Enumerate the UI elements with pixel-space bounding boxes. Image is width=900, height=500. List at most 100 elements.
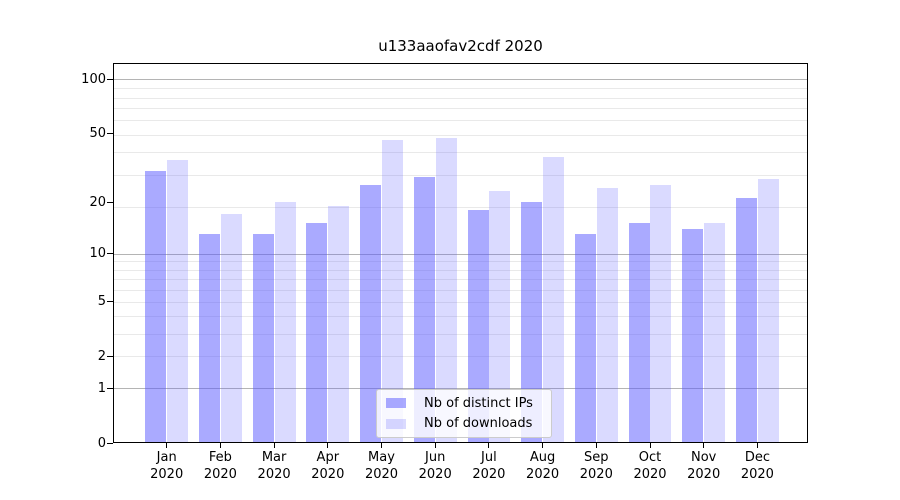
- bar-downloads-jan: [167, 159, 189, 442]
- x-tick-year: 2020: [418, 466, 452, 482]
- bar-distinct-ips-aug: [521, 202, 543, 442]
- x-tick-month: Apr: [316, 450, 340, 465]
- x-tick-mark: [166, 443, 168, 448]
- x-tick-year: 2020: [257, 466, 291, 482]
- bar-distinct-ips-jul: [467, 209, 489, 442]
- x-tick-year: 2020: [472, 466, 506, 482]
- x-tick-mark: [756, 443, 758, 448]
- x-tick-year: 2020: [364, 466, 399, 482]
- x-tick-year: 2020: [740, 466, 774, 482]
- y-tick-mark: [107, 387, 113, 389]
- x-tick-mark: [434, 443, 436, 448]
- y-tick-mark: [107, 78, 113, 80]
- x-tick-year: 2020: [633, 466, 667, 482]
- bar-distinct-ips-sep: [574, 233, 596, 442]
- gridline-minor: [114, 269, 807, 271]
- gridline-minor: [114, 279, 807, 281]
- x-tick-month: Nov: [691, 450, 717, 465]
- gridline-minor: [114, 356, 807, 358]
- x-tick-year: 2020: [526, 466, 560, 482]
- x-tick-year: 2020: [687, 466, 721, 482]
- gridline-minor: [114, 174, 807, 176]
- x-tick-mark: [595, 443, 597, 448]
- x-tick-label: Feb 2020: [188, 450, 252, 483]
- y-tick-label: 5: [97, 294, 106, 310]
- x-tick-label: Jul 2020: [457, 450, 521, 483]
- bar-distinct-ips-may: [360, 185, 382, 442]
- bar-downloads-jul: [489, 191, 511, 442]
- x-tick-label: Oct 2020: [618, 450, 682, 483]
- plot-area: [113, 63, 808, 443]
- bar-distinct-ips-apr: [306, 223, 328, 442]
- bar-distinct-ips-feb: [199, 233, 220, 442]
- legend-swatch-distinct-ips: [386, 398, 406, 408]
- x-tick-month: Feb: [208, 450, 232, 465]
- chart-title: u133aaofav2cdf 2020: [378, 37, 543, 55]
- x-tick-mark: [649, 443, 651, 448]
- x-tick-mark: [542, 443, 544, 448]
- y-tick-mark: [107, 355, 113, 357]
- y-tick-label: 50: [89, 125, 106, 141]
- x-tick-label: Dec 2020: [725, 450, 789, 483]
- bar-downloads-dec: [757, 179, 779, 442]
- bar-downloads-oct: [650, 185, 672, 442]
- legend-item-distinct-ips: Nb of distinct IPs: [386, 396, 551, 411]
- gridline-major: [114, 253, 807, 255]
- y-tick-label: 2: [97, 348, 106, 364]
- bar-distinct-ips-jan: [145, 171, 167, 442]
- bar-downloads-apr: [328, 205, 350, 442]
- x-tick-label: May 2020: [350, 450, 414, 483]
- y-tick-label: 0: [97, 435, 106, 451]
- gridline-minor: [114, 120, 807, 122]
- x-tick-year: 2020: [150, 466, 184, 482]
- y-tick-label: 10: [89, 246, 106, 262]
- x-tick-mark: [381, 443, 382, 448]
- x-tick-month: Jul: [481, 450, 497, 465]
- x-tick-mark: [488, 443, 490, 448]
- bar-downloads-mar: [274, 202, 296, 442]
- gridline-minor: [114, 261, 807, 263]
- y-tick-label: 20: [89, 195, 106, 211]
- x-tick-month: Oct: [638, 450, 662, 465]
- y-tick-label: 1: [97, 380, 106, 396]
- legend-swatch-downloads: [386, 419, 406, 429]
- x-tick-year: 2020: [311, 466, 345, 482]
- x-tick-month: Sep: [584, 450, 609, 465]
- bar-downloads-jun: [435, 138, 457, 442]
- gridline-minor: [114, 97, 807, 99]
- x-tick-month: May: [368, 450, 395, 465]
- legend-label-downloads: Nb of downloads: [424, 416, 533, 432]
- x-tick-label: Mar 2020: [242, 450, 306, 483]
- gridline-minor: [114, 289, 807, 291]
- bar-downloads-feb: [220, 214, 242, 442]
- x-tick-mark: [327, 443, 329, 448]
- bar-distinct-ips-jun: [413, 176, 435, 442]
- y-tick-mark: [107, 132, 113, 134]
- x-tick-mark: [273, 443, 275, 448]
- gridline-minor: [114, 134, 807, 136]
- bar-distinct-ips-mar: [252, 233, 274, 442]
- x-tick-mark: [703, 443, 705, 448]
- bar-downloads-aug: [543, 157, 564, 442]
- legend-label-distinct-ips: Nb of distinct IPs: [424, 395, 533, 411]
- bar-downloads-sep: [596, 188, 618, 442]
- x-tick-month: Mar: [261, 450, 287, 465]
- gridline-minor: [114, 206, 807, 208]
- y-tick-mark: [107, 202, 113, 204]
- gridline-minor: [114, 108, 807, 110]
- y-tick-mark: [107, 301, 113, 303]
- y-tick-mark: [107, 442, 113, 444]
- gridline-minor: [114, 316, 807, 318]
- x-tick-month: Jun: [425, 450, 446, 465]
- x-tick-year: 2020: [203, 466, 237, 482]
- bar-downloads-may: [381, 140, 403, 442]
- gridline-major: [114, 79, 807, 81]
- gridline-major: [114, 388, 807, 390]
- x-tick-year: 2020: [579, 466, 613, 482]
- gridline-minor: [114, 301, 807, 303]
- x-tick-mark: [219, 443, 221, 448]
- bar-downloads-nov: [704, 223, 726, 442]
- bar-distinct-ips-oct: [628, 223, 650, 442]
- x-tick-label: Jan 2020: [135, 450, 199, 483]
